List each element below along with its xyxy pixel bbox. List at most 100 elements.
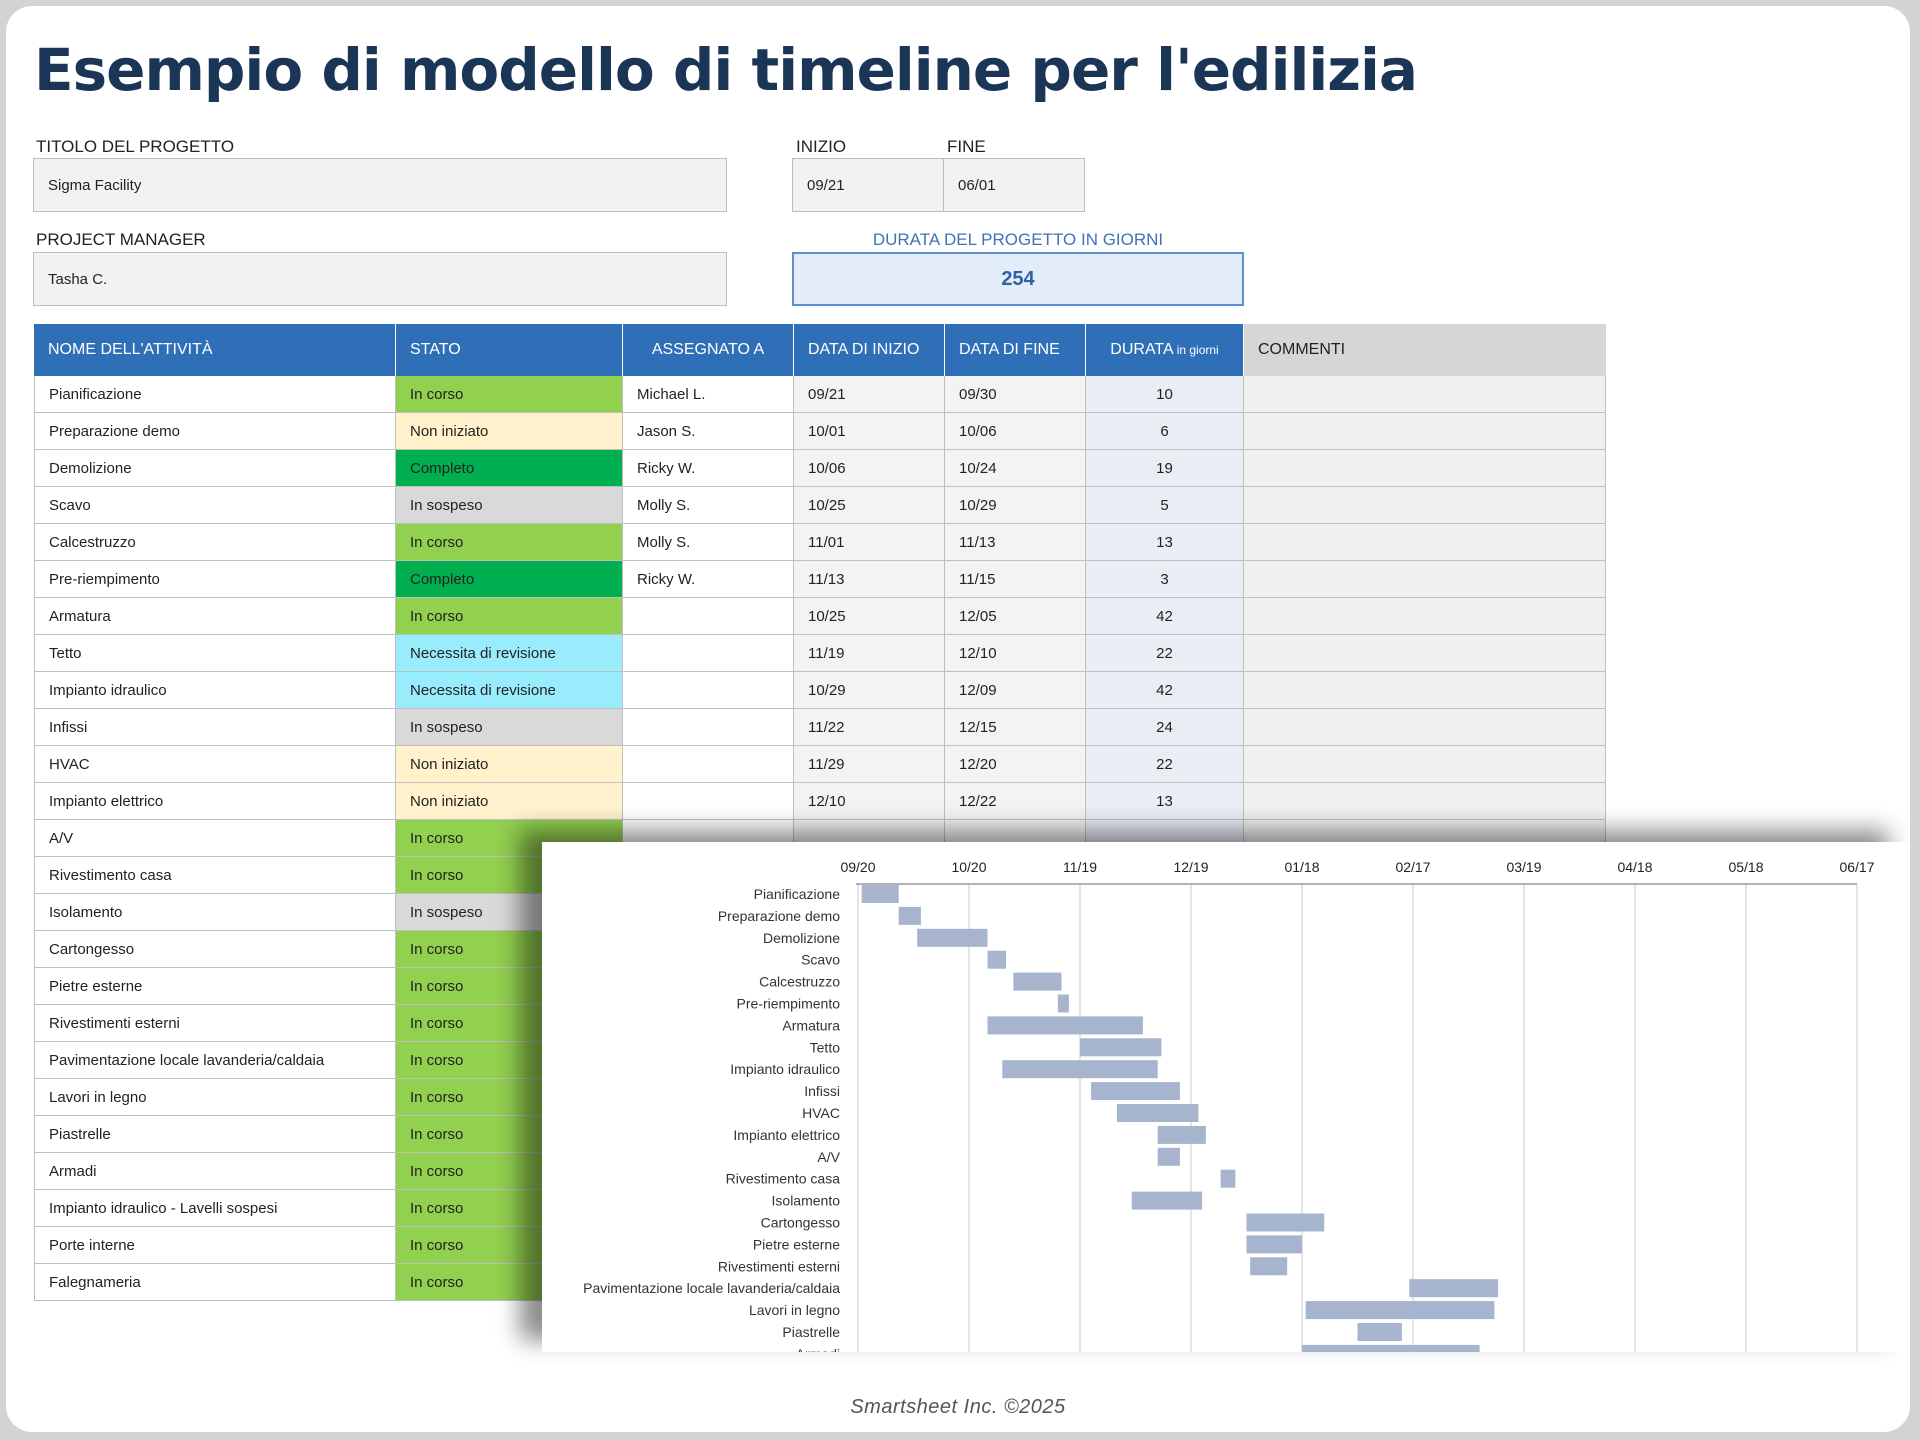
task-name-cell[interactable]: Pre-riempimento [34, 561, 396, 598]
task-name-cell[interactable]: Isolamento [34, 894, 396, 931]
assigned-cell[interactable] [623, 746, 794, 783]
start-date-cell[interactable]: 10/25 [794, 598, 945, 635]
assigned-cell[interactable]: Molly S. [623, 487, 794, 524]
comments-cell[interactable] [1244, 376, 1606, 413]
task-name-cell[interactable]: Calcestruzzo [34, 524, 396, 561]
end-date-cell[interactable]: 11/13 [945, 524, 1086, 561]
start-date-cell[interactable]: 11/19 [794, 635, 945, 672]
status-cell[interactable]: Non iniziato [396, 783, 623, 820]
gantt-bar[interactable] [1302, 1344, 1480, 1352]
end-date-cell[interactable]: 09/30 [945, 376, 1086, 413]
header-assigned[interactable]: ASSEGNATO A [623, 324, 794, 376]
end-date-cell[interactable]: 12/22 [945, 783, 1086, 820]
task-name-cell[interactable]: A/V [34, 820, 396, 857]
comments-cell[interactable] [1244, 783, 1606, 820]
end-date-cell[interactable]: 12/15 [945, 709, 1086, 746]
header-duration[interactable]: DURATA in giorni [1086, 324, 1244, 376]
gantt-bar[interactable] [1002, 1060, 1158, 1079]
status-cell[interactable]: In corso [396, 598, 623, 635]
comments-cell[interactable] [1244, 487, 1606, 524]
assigned-cell[interactable]: Michael L. [623, 376, 794, 413]
status-cell[interactable]: Necessita di revisione [396, 672, 623, 709]
table-row[interactable]: Pre-riempimento Completo Ricky W. 11/13 11/1… [34, 561, 1606, 598]
status-cell[interactable]: In sospeso [396, 487, 623, 524]
comments-cell[interactable] [1244, 635, 1606, 672]
table-row[interactable]: Armatura In corso 10/25 12/05 42 [34, 598, 1606, 635]
comments-cell[interactable] [1244, 524, 1606, 561]
duration-cell[interactable]: 6 [1086, 413, 1244, 450]
task-name-cell[interactable]: Porte interne [34, 1227, 396, 1264]
task-name-cell[interactable]: Armatura [34, 598, 396, 635]
task-name-cell[interactable]: Pianificazione [34, 376, 396, 413]
gantt-bar[interactable] [898, 906, 921, 925]
header-status[interactable]: STATO [396, 324, 623, 376]
task-name-cell[interactable]: Impianto idraulico - Lavelli sospesi [34, 1190, 396, 1227]
task-name-cell[interactable]: Infissi [34, 709, 396, 746]
comments-cell[interactable] [1244, 413, 1606, 450]
duration-cell[interactable]: 10 [1086, 376, 1244, 413]
end-date-cell[interactable]: 12/09 [945, 672, 1086, 709]
comments-cell[interactable] [1244, 672, 1606, 709]
duration-cell[interactable]: 3 [1086, 561, 1244, 598]
duration-cell[interactable]: 22 [1086, 746, 1244, 783]
table-row[interactable]: Calcestruzzo In corso Molly S. 11/01 11/13 13 [34, 524, 1606, 561]
end-date-cell[interactable]: 10/29 [945, 487, 1086, 524]
duration-cell[interactable]: 19 [1086, 450, 1244, 487]
assigned-cell[interactable] [623, 783, 794, 820]
task-name-cell[interactable]: Lavori in legno [34, 1079, 396, 1116]
table-row[interactable]: Preparazione demo Non iniziato Jason S. 10/… [34, 413, 1606, 450]
gantt-bar[interactable] [1357, 1323, 1402, 1341]
start-date-cell[interactable]: 11/29 [794, 746, 945, 783]
assigned-cell[interactable]: Molly S. [623, 524, 794, 561]
gantt-bar[interactable] [1157, 1125, 1206, 1144]
task-name-cell[interactable]: Cartongesso [34, 931, 396, 968]
start-date-cell[interactable]: 10/25 [794, 487, 945, 524]
duration-cell[interactable]: 13 [1086, 524, 1244, 561]
gantt-bar[interactable] [1157, 1147, 1180, 1166]
duration-cell[interactable]: 5 [1086, 487, 1244, 524]
gantt-bar[interactable] [1091, 1082, 1180, 1101]
gantt-bar[interactable] [1117, 1104, 1199, 1122]
duration-cell[interactable]: 13 [1086, 783, 1244, 820]
header-start-date[interactable]: DATA DI INIZIO [794, 324, 945, 376]
table-row[interactable]: Pianificazione In corso Michael L. 09/21 09/… [34, 376, 1606, 413]
task-name-cell[interactable]: Pavimentazione locale lavanderia/caldaia [34, 1042, 396, 1079]
start-date-cell[interactable]: 11/01 [794, 524, 945, 561]
gantt-bar[interactable] [1131, 1191, 1203, 1210]
task-name-cell[interactable]: Rivestimento casa [34, 857, 396, 894]
comments-cell[interactable] [1244, 746, 1606, 783]
gantt-bar[interactable] [1013, 972, 1062, 991]
start-date-cell[interactable]: 09/21 [794, 376, 945, 413]
duration-cell[interactable]: 24 [1086, 709, 1244, 746]
start-date-cell[interactable]: 10/29 [794, 672, 945, 709]
task-name-cell[interactable]: Tetto [34, 635, 396, 672]
gantt-bar[interactable] [861, 885, 899, 903]
status-cell[interactable]: Completo [396, 450, 623, 487]
task-name-cell[interactable]: Falegnameria [34, 1264, 396, 1301]
comments-cell[interactable] [1244, 561, 1606, 598]
status-cell[interactable]: Non iniziato [396, 746, 623, 783]
duration-cell[interactable]: 22 [1086, 635, 1244, 672]
task-name-cell[interactable]: Impianto elettrico [34, 783, 396, 820]
gantt-bar[interactable] [1305, 1301, 1495, 1320]
duration-cell[interactable]: 42 [1086, 598, 1244, 635]
gantt-bar[interactable] [1057, 994, 1069, 1013]
header-end-date[interactable]: DATA DI FINE [945, 324, 1086, 376]
task-name-cell[interactable]: Impianto idraulico [34, 672, 396, 709]
status-cell[interactable]: Non iniziato [396, 413, 623, 450]
end-date-cell[interactable]: 11/15 [945, 561, 1086, 598]
end-date-cell[interactable]: 12/05 [945, 598, 1086, 635]
project-manager-field[interactable]: Tasha C. [33, 252, 727, 306]
task-name-cell[interactable]: Armadi [34, 1153, 396, 1190]
assigned-cell[interactable]: Ricky W. [623, 561, 794, 598]
assigned-cell[interactable] [623, 709, 794, 746]
task-name-cell[interactable]: Demolizione [34, 450, 396, 487]
start-date-cell[interactable]: 12/10 [794, 783, 945, 820]
status-cell[interactable]: Completo [396, 561, 623, 598]
gantt-bar[interactable] [917, 928, 988, 947]
gantt-bar[interactable] [1080, 1038, 1162, 1057]
end-date-cell[interactable]: 12/10 [945, 635, 1086, 672]
project-start-field[interactable]: 09/21 [792, 158, 944, 212]
table-row[interactable]: Tetto Necessita di revisione 11/19 12/10 22 [34, 635, 1606, 672]
start-date-cell[interactable]: 10/06 [794, 450, 945, 487]
